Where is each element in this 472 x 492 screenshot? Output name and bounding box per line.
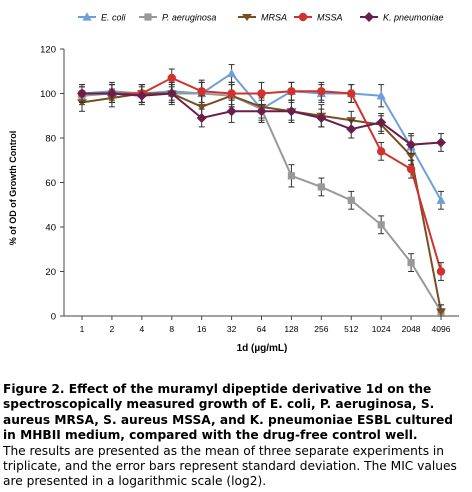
data-point — [287, 172, 296, 180]
data-point — [196, 103, 207, 111]
x-tick-label: 512 — [344, 324, 358, 334]
y-tick-label: 60 — [45, 178, 56, 189]
x-tick-label: 1 — [80, 324, 85, 334]
x-tick-label: 2 — [110, 324, 115, 334]
data-point — [376, 90, 386, 100]
legend-marker — [298, 12, 308, 22]
data-point — [347, 196, 355, 204]
legend-item: MSSA — [294, 13, 343, 23]
data-point — [226, 68, 237, 78]
y-tick-label: 0 — [51, 312, 56, 323]
data-point — [376, 117, 387, 128]
caption-body: The results are presented as the mean of… — [3, 443, 457, 489]
data-point — [257, 89, 266, 98]
data-point — [317, 87, 326, 96]
data-point — [347, 89, 356, 98]
y-tick-label: 120 — [40, 45, 56, 56]
legend-item: E. coli — [78, 12, 127, 23]
legend-marker — [364, 12, 374, 22]
data-point — [196, 112, 207, 123]
y-tick-label: 100 — [40, 89, 56, 100]
x-tick-label: 1024 — [372, 324, 391, 334]
x-tick-label: 4096 — [432, 324, 451, 334]
data-point — [377, 221, 385, 229]
x-tick-label: 2048 — [402, 324, 421, 334]
data-point — [227, 89, 236, 98]
data-point — [286, 106, 297, 117]
data-point — [436, 308, 446, 316]
data-point — [316, 112, 327, 123]
data-point — [197, 87, 206, 96]
legend-marker — [242, 14, 252, 21]
y-tick-label: 40 — [45, 223, 56, 234]
series-k-pneumoniae — [77, 84, 446, 155]
data-point — [77, 88, 87, 99]
chart-plot-area — [77, 64, 446, 317]
legend-item: K. pneumoniae — [360, 12, 444, 23]
x-tick-label: 32 — [227, 324, 237, 334]
legend-label: MRSA — [261, 13, 287, 23]
x-tick-label: 128 — [284, 324, 298, 334]
data-point — [406, 139, 417, 150]
data-point — [166, 88, 177, 99]
y-tick-label: 20 — [45, 267, 56, 278]
data-point — [407, 259, 415, 267]
data-point — [256, 106, 267, 117]
data-point — [436, 195, 446, 204]
data-point — [226, 106, 237, 117]
x-tick-label: 16 — [197, 324, 207, 334]
data-point — [317, 183, 325, 191]
caption-heading: Figure 2. Effect of the muramyl dipeptid… — [3, 382, 454, 443]
chart-legend: E. coli P. aeruginosa MRSA MSSA K. pneumonia… — [78, 12, 444, 23]
legend-marker — [144, 13, 152, 21]
x-tick-label: 4 — [139, 324, 144, 334]
legend-marker — [82, 12, 92, 21]
data-point — [346, 124, 357, 135]
data-point — [436, 137, 446, 148]
legend-item: P. aeruginosa — [139, 13, 216, 23]
legend-label: E. coli — [101, 13, 127, 23]
chart-axes: 0 20 40 60 80 100 120 1 2 4 8 16 32 64 128 256 512 1024 20… — [40, 45, 459, 334]
data-point — [376, 147, 386, 156]
legend-item: MRSA — [238, 13, 287, 23]
legend-label: MSSA — [317, 13, 343, 23]
figure-caption: Figure 2. Effect of the muramyl dipeptid… — [3, 382, 469, 490]
x-tick-label: 8 — [169, 324, 174, 334]
data-point — [106, 88, 117, 99]
data-point — [136, 90, 147, 101]
legend-label: P. aeruginosa — [162, 13, 216, 23]
y-axis-label: % of OD of Growth Control — [8, 131, 18, 245]
x-axis-label: 1d (µg/mL) — [237, 343, 288, 354]
y-tick-label: 80 — [45, 134, 56, 145]
data-point — [406, 164, 416, 174]
data-point — [436, 267, 446, 276]
data-point — [287, 87, 296, 96]
legend-label: K. pneumoniae — [383, 13, 444, 23]
data-point — [406, 152, 417, 160]
data-point — [167, 73, 176, 83]
growth-chart: E. coli P. aeruginosa MRSA MSSA K. pneumonia… — [8, 12, 459, 354]
x-tick-label: 256 — [314, 324, 328, 334]
x-tick-label: 64 — [257, 324, 267, 334]
